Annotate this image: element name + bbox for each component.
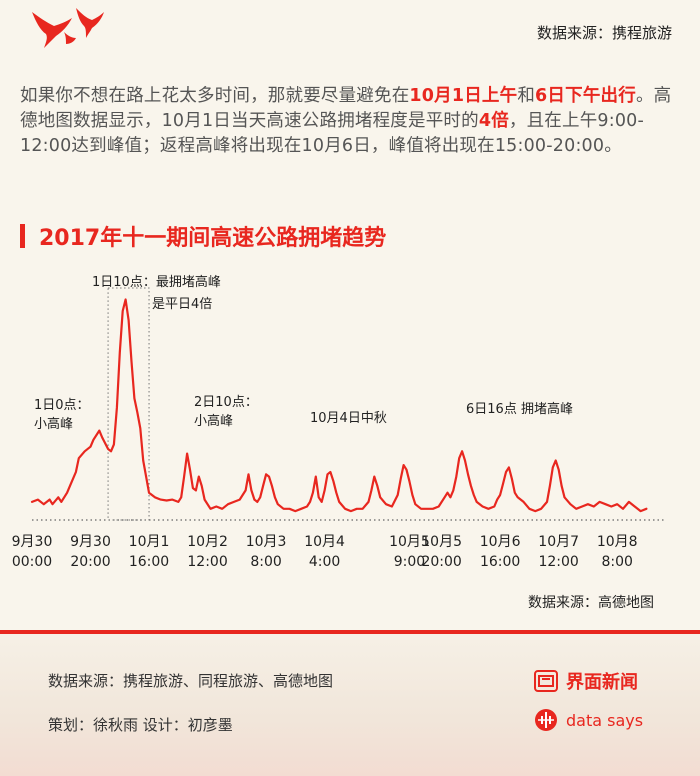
chart-data-source: 数据来源：高德地图 — [528, 595, 654, 611]
intro-text-3: 。高德地图数据显示，10月1日当天高速公路拥堵程度是平时的 — [20, 86, 672, 131]
intro-text-4: ，且在上午9:00-12:00达到峰值；返程高峰将出现在10月6日，峰值将出现在… — [20, 111, 645, 156]
x-tick-label: 9月30 — [70, 534, 111, 550]
x-tick-label: 9月30 — [12, 534, 53, 550]
chart-title-block: 2017年十一期间高速公路拥堵趋势 — [20, 220, 386, 252]
peak-highlight-box — [107, 287, 150, 521]
x-tick-label: 20:00 — [70, 554, 110, 570]
title-accent-bar — [20, 224, 25, 248]
x-tick-label: 10月1 — [129, 534, 170, 550]
x-tick-label: 10月3 — [246, 534, 287, 550]
x-tick-label: 12:00 — [187, 554, 227, 570]
chart-title: 2017年十一期间高速公路拥堵趋势 — [39, 226, 387, 251]
intro-highlight-2: 6日下午出行 — [535, 86, 636, 106]
x-tick-label: 10月4 — [304, 534, 345, 550]
x-tick-label: 20:00 — [421, 554, 461, 570]
x-tick-label: 10月8 — [597, 534, 638, 550]
x-tick-label: 4:00 — [309, 554, 340, 570]
footer-divider — [0, 630, 700, 634]
x-tick-label: 10月5 — [421, 534, 462, 550]
intro-highlight-3: 4倍 — [478, 111, 509, 131]
footer-credits: 策划：徐秋雨 设计：初彦墨 — [48, 716, 233, 734]
x-tick-label: 9:00 — [394, 554, 425, 570]
intro-highlight-1: 10月1日上午 — [409, 86, 518, 106]
x-tick-label: 16:00 — [129, 554, 169, 570]
x-tick-label: 10月5 — [389, 534, 430, 550]
intro-text-2: 和 — [517, 86, 536, 106]
chart-annotation: 1日10点：最拥堵高峰 — [92, 274, 221, 290]
x-tick-label: 10月7 — [538, 534, 579, 550]
brand-datasays: data says — [534, 708, 643, 732]
x-tick-label: 16:00 — [480, 554, 520, 570]
chart-annotation: 小高峰 — [34, 416, 73, 432]
x-tick-label: 12:00 — [538, 554, 578, 570]
x-tick-label: 10月2 — [187, 534, 228, 550]
jiemian-logo-icon — [534, 670, 558, 692]
header-data-source: 数据来源：携程旅游 — [536, 24, 672, 42]
brand-datasays-text: data says — [566, 710, 644, 730]
x-tick-label: 10月6 — [480, 534, 521, 550]
series-line-0 — [30, 298, 648, 513]
chart-annotation: 1日0点： — [34, 398, 90, 413]
intro-paragraph: 如果你不想在路上花太多时间，那就要尽量避免在10月1日上午和6日下午出行。高德地… — [20, 84, 682, 159]
brand-jiemian-text: 界面新闻 — [566, 672, 638, 693]
chart-annotation: 10月4日中秋 — [310, 411, 387, 426]
footer-sources: 数据来源：携程旅游、同程旅游、高德地图 — [48, 672, 334, 690]
chart-annotation: 6日16点 拥堵高峰 — [466, 401, 573, 417]
congestion-line-chart: 9月30 00:00 9月30 20:00 10月1 16:00 10月2 12:00 10月3… — [12, 274, 664, 570]
footer: 数据来源：携程旅游、同程旅游、高德地图 策划：徐秋雨 设计：初彦墨 界面新闻 d… — [0, 634, 700, 776]
chart-annotation: 2日10点： — [194, 395, 258, 410]
intro-text-1: 如果你不想在路上花太多时间，那就要尽量避免在 — [20, 86, 410, 106]
x-tick-label: 8:00 — [250, 554, 281, 570]
bird-logo-icon — [32, 8, 104, 48]
x-tick-label: 00:00 — [12, 554, 52, 570]
brand-jiemian: 界面新闻 — [534, 668, 638, 694]
x-tick-label: 8:00 — [601, 554, 632, 570]
datasays-logo-icon — [535, 709, 557, 731]
chart-annotation: 是平日4倍 — [152, 297, 212, 312]
chart-annotation: 小高峰 — [194, 413, 233, 429]
